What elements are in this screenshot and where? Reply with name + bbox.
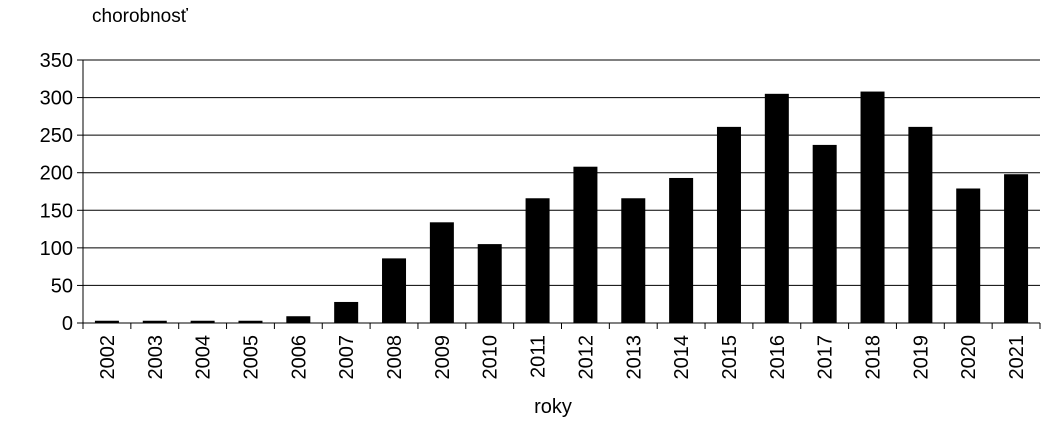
bar <box>908 126 933 324</box>
bar <box>573 166 598 323</box>
x-tick-label: 2006 <box>288 335 310 380</box>
bar <box>190 320 215 323</box>
y-tick-label: 100 <box>40 238 73 260</box>
bar <box>621 198 646 323</box>
y-tick-label: 350 <box>40 50 73 72</box>
x-tick-label: 2012 <box>575 335 597 380</box>
y-tick-label: 50 <box>51 275 73 297</box>
y-tick-label: 200 <box>40 163 73 185</box>
x-tick-label: 2020 <box>958 335 980 380</box>
x-tick-label: 2018 <box>863 335 885 380</box>
x-tick-label: 2019 <box>910 335 932 380</box>
bar <box>525 198 550 323</box>
bar <box>860 91 885 323</box>
bar <box>669 177 694 323</box>
bar <box>716 126 741 324</box>
x-tick-label: 2015 <box>719 335 741 380</box>
x-tick-label: 2014 <box>671 335 693 380</box>
x-tick-label: 2004 <box>193 335 215 380</box>
x-tick-label: 2003 <box>145 335 167 380</box>
y-tick-label: 0 <box>62 313 73 335</box>
y-tick-label: 250 <box>40 125 73 147</box>
bar <box>286 316 311 323</box>
x-tick-label: 2009 <box>432 335 454 380</box>
x-tick-label: 2013 <box>623 335 645 380</box>
bar <box>94 320 119 323</box>
x-tick-label: 2008 <box>384 335 406 380</box>
x-tick-label: 2010 <box>480 335 502 380</box>
y-tick-label: 300 <box>40 88 73 110</box>
bar <box>334 301 359 323</box>
x-tick-label: 2007 <box>336 335 358 380</box>
bar <box>382 258 407 323</box>
bar <box>477 244 502 323</box>
x-tick-label: 2002 <box>97 335 119 380</box>
x-axis-label: roky <box>534 396 572 418</box>
x-tick-label: 2016 <box>767 335 789 380</box>
bar <box>1004 174 1029 323</box>
x-tick-label: 2005 <box>240 335 262 380</box>
bar <box>238 320 263 323</box>
x-tick-label: 2021 <box>1006 335 1028 380</box>
bar <box>764 93 789 323</box>
bar <box>142 320 167 323</box>
bar <box>812 144 837 323</box>
x-tick-label: 2017 <box>815 335 837 380</box>
y-axis-label: chorobnosť <box>92 6 188 27</box>
y-tick-label: 150 <box>40 200 73 222</box>
bar <box>956 188 981 323</box>
bar <box>429 222 454 323</box>
x-tick-label: 2011 <box>528 335 550 378</box>
